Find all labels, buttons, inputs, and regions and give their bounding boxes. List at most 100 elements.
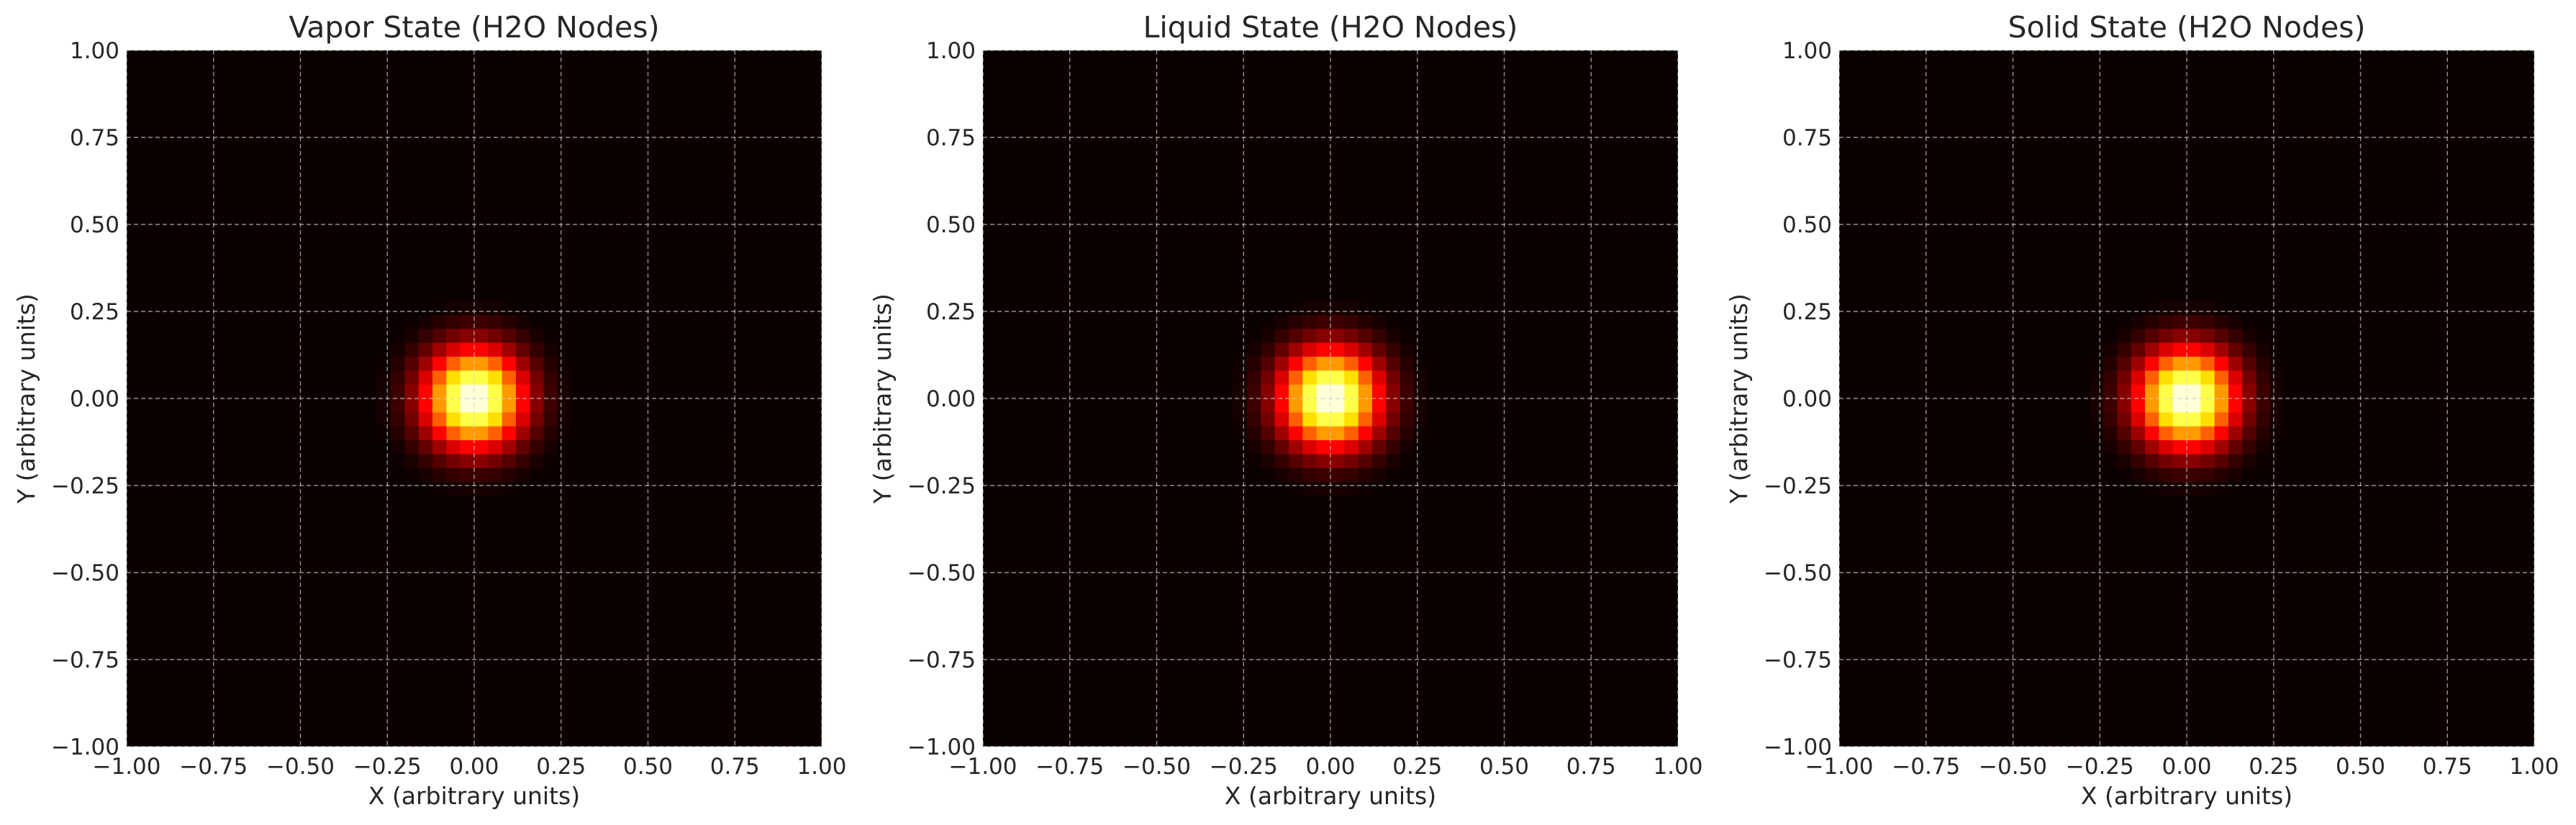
heatmap-cell xyxy=(418,342,433,357)
heatmap-cell xyxy=(2159,370,2174,386)
heatmap-cell xyxy=(1233,356,1248,371)
heatmap-cell xyxy=(530,412,545,427)
heatmap-cell xyxy=(446,342,461,357)
heatmap-cell xyxy=(474,398,489,413)
heatmap-cell xyxy=(571,440,586,455)
heatmap-cell xyxy=(2269,370,2285,386)
heatmap-cell xyxy=(2131,301,2146,316)
heatmap-cell xyxy=(1358,412,1373,427)
heatmap-cell xyxy=(404,454,419,469)
heatmap-cell xyxy=(2117,356,2132,371)
heatmap-cell xyxy=(2103,440,2118,455)
heatmap-cell xyxy=(543,426,558,441)
heatmap-cell xyxy=(404,342,419,357)
heatmap-cell xyxy=(557,370,572,386)
heatmap-cell xyxy=(2269,356,2285,371)
heatmap-cell xyxy=(2117,412,2132,427)
heatmap-cell xyxy=(1316,440,1331,455)
heatmap-cell xyxy=(2089,398,2104,413)
y-tick-label: 0.75 xyxy=(1782,125,1832,151)
heatmap-cell xyxy=(2214,301,2229,316)
heatmap-cell xyxy=(404,398,419,413)
heatmap-cell xyxy=(404,412,419,427)
heatmap-cell xyxy=(2089,370,2104,386)
heatmap-cell xyxy=(1371,412,1387,427)
chart-panel-2: −1.00 −0.75 −0.50 −0.25 0.00 0.25 0.50 0.75 1.00… xyxy=(869,10,1703,810)
heatmap-cell xyxy=(2242,370,2257,386)
heatmap-cell xyxy=(2131,342,2146,357)
heatmap-cell xyxy=(446,496,461,511)
heatmap-cell xyxy=(2242,398,2257,413)
heatmap-cell xyxy=(2103,370,2118,386)
heatmap-cell xyxy=(1247,454,1261,469)
heatmap-cell xyxy=(2214,287,2229,302)
y-tick-label: 0.75 xyxy=(926,125,976,151)
heatmap-cell xyxy=(1371,356,1387,371)
heatmap-cell xyxy=(515,370,530,386)
heatmap-cell xyxy=(2145,412,2159,427)
x-tick-label: −0.75 xyxy=(1035,754,1104,780)
heatmap-image xyxy=(1219,287,1443,511)
heatmap-cell xyxy=(460,342,475,357)
heatmap-cell xyxy=(1316,370,1331,386)
heatmap-cell xyxy=(474,301,489,316)
heatmap-cell xyxy=(1330,426,1345,441)
x-tick-label: 0.75 xyxy=(710,754,760,780)
heatmap-cell xyxy=(1247,440,1261,455)
heatmap-cell xyxy=(1330,356,1345,371)
heatmap-cell xyxy=(1302,314,1318,329)
heatmap-cell xyxy=(2242,314,2257,329)
heatmap-cell xyxy=(515,314,530,329)
heatmap-cell xyxy=(1233,342,1248,357)
heatmap-cell xyxy=(2284,384,2299,399)
heatmap-cell xyxy=(1247,412,1261,427)
heatmap-cell xyxy=(1344,426,1359,441)
heatmap-cell xyxy=(2117,329,2132,344)
heatmap-cell xyxy=(2103,454,2118,469)
heatmap-cell xyxy=(1274,384,1289,399)
heatmap-cell xyxy=(515,398,530,413)
heatmap-cell xyxy=(515,301,530,316)
heatmap-cell xyxy=(2117,384,2132,399)
heatmap-cell xyxy=(2089,384,2104,399)
heatmap-cell xyxy=(1233,440,1248,455)
heatmap-cell xyxy=(1289,314,1303,329)
heatmap-cell xyxy=(1302,496,1318,511)
heatmap-cell xyxy=(376,384,391,399)
heatmap-cell xyxy=(1233,454,1248,469)
heatmap-cell xyxy=(1330,482,1345,497)
heatmap-cell xyxy=(432,314,447,329)
heatmap-cell xyxy=(2200,426,2216,441)
heatmap-cell xyxy=(432,342,447,357)
heatmap-cell xyxy=(2159,329,2174,344)
heatmap-cell xyxy=(1289,412,1303,427)
chart-title: Vapor State (H2O Nodes) xyxy=(289,10,659,45)
heatmap-cell xyxy=(474,356,489,371)
heatmap-cell xyxy=(376,370,391,386)
heatmap-cell xyxy=(460,398,475,413)
heatmap-cell xyxy=(1371,370,1387,386)
heatmap-cell xyxy=(1302,370,1318,386)
heatmap-cell xyxy=(2103,426,2118,441)
heatmap-cell xyxy=(2131,496,2146,511)
heatmap-cell xyxy=(432,482,447,497)
heatmap-cell xyxy=(1274,398,1289,413)
heatmap-cell xyxy=(2075,426,2090,441)
heatmap-cell xyxy=(1289,440,1303,455)
heatmap-cell xyxy=(1247,329,1261,344)
heatmap-cell xyxy=(1289,468,1303,483)
heatmap-cell xyxy=(446,370,461,386)
heatmap-cell xyxy=(488,314,503,329)
heatmap-cell xyxy=(1358,329,1373,344)
heatmap-cell xyxy=(2117,370,2132,386)
heatmap-cell xyxy=(460,356,475,371)
heatmap-cell xyxy=(2145,287,2159,302)
heatmap-cell xyxy=(1428,384,1443,399)
heatmap-cell xyxy=(502,329,517,344)
heatmap-cell xyxy=(391,440,405,455)
heatmap-cell xyxy=(1289,482,1303,497)
heatmap-cell xyxy=(1274,314,1289,329)
heatmap-cell xyxy=(530,426,545,441)
heatmap-cell xyxy=(2103,356,2118,371)
heatmap-cell xyxy=(1316,426,1331,441)
